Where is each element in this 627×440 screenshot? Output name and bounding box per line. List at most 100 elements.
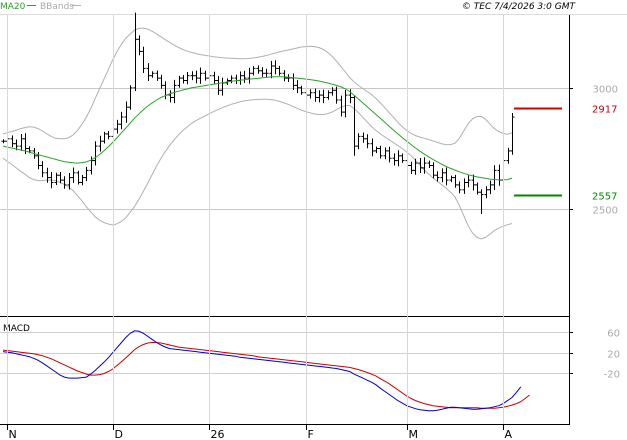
ohlc-bar (229, 75, 234, 84)
ohlc-bar (203, 70, 208, 81)
ohlc-bar (102, 131, 107, 144)
ohlc-bar (45, 167, 50, 183)
ohlc-bar (58, 172, 63, 184)
ohlc-bar (54, 172, 59, 185)
ohlc-bar (40, 161, 45, 178)
ma20-line (2, 76, 513, 181)
level-marker: 2557 (514, 192, 617, 203)
ohlc-bar (374, 146, 379, 153)
bband-upper-line (2, 27, 513, 146)
ohlc-bar (185, 72, 190, 85)
ohlc-bar (71, 167, 76, 183)
ohlc-bar (365, 134, 370, 149)
ohlc-bar (128, 85, 133, 110)
bbands-legend-label: BBands (40, 2, 74, 12)
ohlc-bar (256, 65, 261, 74)
ohlc-bar (422, 157, 427, 174)
ohlc-bar (150, 71, 155, 78)
ohlc-bar (141, 46, 146, 73)
ohlc-bar (352, 95, 357, 156)
ohlc-bar (492, 165, 497, 190)
ohlc-bar (76, 170, 81, 185)
ohlc-bar (10, 135, 15, 148)
ohlc-bar (449, 175, 454, 183)
ohlc-bar (277, 65, 282, 76)
ohlc-bar (339, 95, 344, 117)
ohlc-bar (273, 60, 278, 75)
macd-tick-label: 20 (607, 350, 620, 361)
x-tick-label: F (308, 428, 314, 440)
ohlc-bar (216, 75, 221, 95)
ohlc-bar (146, 63, 151, 81)
ohlc-bar (453, 174, 458, 188)
ohlc-bar (488, 180, 493, 195)
ohlc-bar (308, 89, 313, 99)
bband-lower-line (2, 98, 513, 240)
ohlc-bar (510, 113, 515, 155)
ohlc-bar (466, 175, 471, 188)
ohlc-bar (177, 75, 182, 88)
ohlc-bar (484, 186, 489, 199)
ohlc-bar (479, 189, 484, 214)
ma20-line-layer (2, 76, 513, 181)
ohlc-bar (334, 86, 339, 104)
ohlc-bar (356, 133, 361, 150)
ohlc-bar (313, 88, 318, 102)
level-label: 2557 (592, 192, 617, 203)
x-tick-label: D (115, 428, 123, 440)
price-tick-label: 2500 (593, 206, 618, 217)
ohlc-bar (396, 150, 401, 167)
ohlc-bar (98, 135, 103, 152)
ohlc-bar (435, 171, 440, 182)
ohlc-bar (343, 90, 348, 118)
ohlc-bar (172, 79, 177, 104)
level-label: 2917 (592, 105, 617, 116)
ohlc-bar (299, 85, 304, 95)
ohlc-bar (80, 174, 85, 186)
ohlc-bar (137, 35, 142, 56)
ohlc-bar (409, 161, 414, 174)
ohlc-bar (378, 145, 383, 159)
ohlc-bar (330, 87, 335, 96)
ohlc-bar (212, 71, 217, 85)
ohlc-bar (506, 147, 511, 164)
ohlc-bar (392, 153, 397, 166)
price-axis-ticks: 3000 2500 (569, 85, 618, 217)
ohlc-bar (190, 71, 195, 81)
ma-legend-label: MA20 (0, 2, 26, 12)
ohlc-bar (282, 70, 287, 82)
macd-tick-label: 60 (607, 329, 620, 340)
x-tick-label: M (409, 428, 419, 440)
level-marker: 2917 (514, 105, 617, 116)
ohlc-bar (181, 75, 186, 84)
ohlc-bar (413, 158, 418, 175)
ohlc-bar (124, 101, 129, 123)
price-levels: 2917 2557 (514, 105, 617, 203)
ohlc-bar (19, 134, 24, 151)
macd-gridlines (0, 332, 569, 374)
x-tick-label: N (9, 428, 17, 440)
ohlc-bar (251, 66, 256, 76)
ohlc-bar (84, 166, 89, 182)
ohlc-bar (326, 90, 331, 100)
x-tick-label: A (505, 428, 513, 440)
ohlc-bar (387, 146, 392, 163)
ohlc-bar (93, 141, 98, 166)
ohlc-bar (317, 90, 322, 103)
ohlc-bar (361, 132, 366, 143)
ohlc-bar (286, 74, 291, 82)
ohlc-bar (115, 119, 120, 134)
ohlc-bar (295, 80, 300, 94)
ohlc-bar (194, 70, 199, 84)
ohlc-bar (427, 160, 432, 168)
ohlc-bar (444, 167, 449, 186)
ohlc-bar (431, 162, 436, 179)
ohlc-bar (14, 139, 19, 151)
ohlc-bar (119, 111, 124, 130)
x-tick-label: 26 (211, 428, 225, 440)
ohlc-bar (198, 67, 203, 84)
ohlc-bar (1, 139, 6, 144)
ohlc-bar (260, 67, 265, 77)
